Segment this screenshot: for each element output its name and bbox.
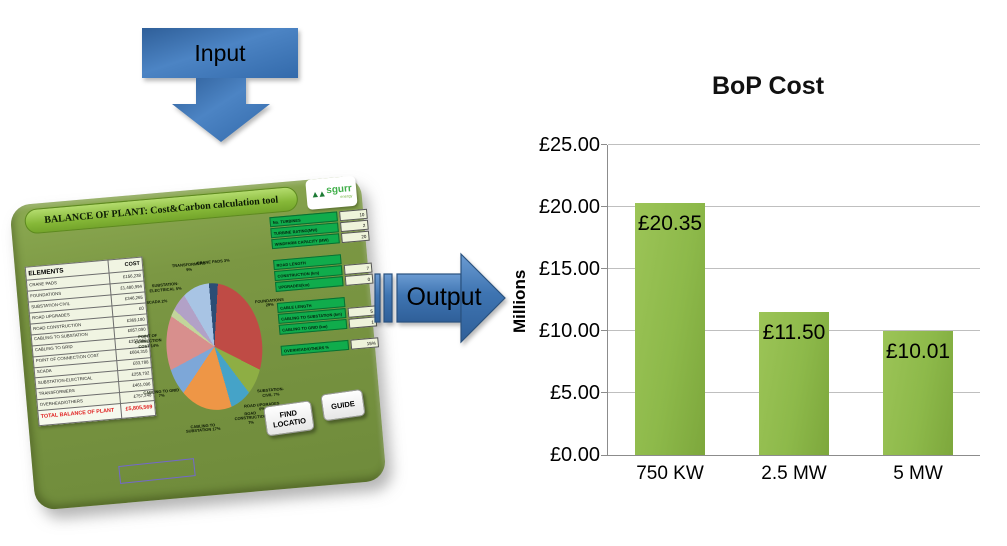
- chart-title: BoP Cost: [711, 72, 825, 100]
- pie-slice-label: CABLING TO GRID 7%: [143, 386, 180, 399]
- logo-subtitle: energy: [340, 192, 353, 200]
- field-row: OVERHEAD/OTHERS % 15%: [280, 337, 380, 356]
- y-tick-mark: [601, 268, 607, 269]
- input-arrow-label: Input: [194, 40, 246, 66]
- plot-area: £20.35 £11.50 £10.01: [601, 144, 980, 456]
- pie-slice-label: TRANSFORMERS 9%: [171, 260, 206, 273]
- mountain-triangles-icon: ▲▲: [310, 188, 326, 200]
- pie-slice-label: SUBSTATION-ELECTRICAL 5%: [149, 280, 182, 294]
- panel-buttons: FIND LOCATIO GUIDE: [263, 388, 366, 437]
- bop-cost-chart: BoP Cost Millions £20.35 £11.50 £10.01 £0.…: [508, 58, 1007, 518]
- input-down-arrow-icon: [142, 28, 298, 142]
- y-tick-label: £20.00: [538, 196, 600, 218]
- y-axis-line: [607, 145, 608, 456]
- y-tick-label: £15.00: [538, 258, 600, 280]
- y-tick-mark: [601, 206, 607, 207]
- striped-right-arrow-icon: [374, 252, 506, 344]
- selection-rectangle: [118, 458, 196, 484]
- bar-data-label: £11.50: [762, 321, 826, 345]
- output-arrow-label: Output: [406, 283, 482, 311]
- sgurr-logo: ▲▲ sgurr energy: [305, 175, 358, 210]
- y-tick-mark: [601, 144, 607, 145]
- bar-750-kw: £20.35: [635, 202, 705, 455]
- bar-5-mw: £10.01: [883, 330, 953, 455]
- field-group: No. TURBINES 10 TURBINE RATING(MW) 2 WINDFAR…: [269, 208, 370, 250]
- bar-data-label: £10.01: [885, 339, 951, 363]
- y-axis-label: Millions: [510, 269, 529, 333]
- gridline: [608, 206, 980, 207]
- x-axis-line: [608, 455, 980, 456]
- find-location-button[interactable]: FIND LOCATIO: [263, 400, 315, 437]
- y-axis-ticks: £0.00 £5.00 £10.00 £15.00 £20.00 £25.00: [508, 58, 1007, 518]
- y-tick-mark: [601, 455, 607, 456]
- x-tick-label: 750 KW: [636, 463, 704, 484]
- pie-slice-label: SCADA 2%: [146, 297, 168, 305]
- input-arrow: Input: [140, 26, 302, 148]
- x-axis-ticks: 750 KW 2.5 MW 5 MW: [508, 58, 1007, 518]
- y-tick-mark: [601, 392, 607, 393]
- field-group: CABLE LENGTH CABLING TO SUBSTATION (km) 5 C…: [276, 295, 378, 335]
- field-group: OVERHEAD/OTHERS % 15%: [280, 337, 380, 356]
- y-tick-label: £10.00: [538, 320, 600, 342]
- bar-2.5-mw: £11.50: [759, 312, 829, 455]
- total-value: £5,805,569: [120, 400, 156, 419]
- pie-labels: CRANE PADS 3% FOUNDATIONS 29% SUBSTATION-C…: [135, 223, 285, 434]
- y-tick-label: £0.00: [549, 444, 600, 466]
- field-group: ROAD LENGTH CONSTRUCTION (km) 7 UPGRADES(km…: [273, 252, 374, 293]
- gridline: [608, 268, 980, 269]
- bar-data-label: £20.35: [637, 211, 703, 235]
- field-label: OVERHEAD/OTHERS %: [280, 339, 350, 356]
- pie-slice-label: POINT OF CONNECTION COST 14%: [134, 333, 162, 349]
- pie-slice-label: CABLING TO SUBSTATION 17%: [185, 421, 221, 435]
- input-fields: No. TURBINES 10 TURBINE RATING(MW) 2 WINDFAR…: [269, 208, 380, 356]
- gridline: [608, 144, 980, 145]
- y-tick-label: £25.00: [538, 134, 600, 156]
- x-tick-label: 5 MW: [893, 463, 943, 484]
- y-tick-mark: [601, 330, 607, 331]
- guide-button[interactable]: GUIDE: [320, 388, 366, 422]
- bop-tool-panel: BALANCE OF PLANT: Cost&Carbon calculatio…: [9, 175, 387, 511]
- output-arrow: Output: [374, 248, 508, 348]
- x-tick-label: 2.5 MW: [761, 463, 827, 484]
- y-tick-label: £5.00: [549, 382, 600, 404]
- field-value[interactable]: 20: [340, 230, 370, 244]
- field-value[interactable]: 1: [348, 316, 378, 329]
- panel-title: BALANCE OF PLANT: Cost&Carbon calculatio…: [43, 194, 279, 226]
- field-value[interactable]: 0: [344, 273, 374, 286]
